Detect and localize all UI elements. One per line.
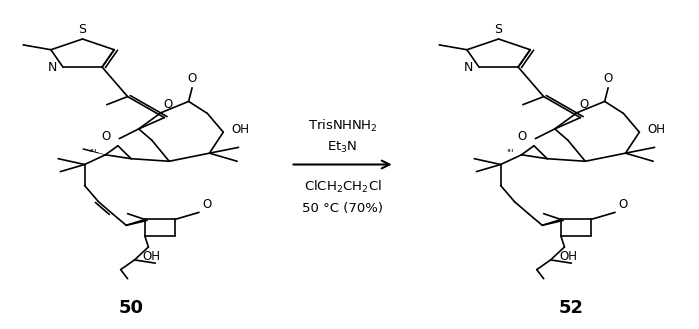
- Text: O: O: [102, 130, 111, 142]
- Text: N: N: [48, 61, 57, 74]
- Text: ''': ''': [505, 148, 513, 159]
- Text: S: S: [78, 23, 87, 37]
- Text: O: O: [603, 72, 613, 85]
- Text: ClCH$_2$CH$_2$Cl: ClCH$_2$CH$_2$Cl: [303, 179, 382, 195]
- Text: O: O: [518, 130, 527, 142]
- Text: 52: 52: [559, 299, 584, 317]
- Text: 50 °C (70%): 50 °C (70%): [302, 202, 383, 215]
- Text: S: S: [495, 23, 503, 37]
- Text: O: O: [187, 72, 196, 85]
- Text: OH: OH: [559, 250, 577, 263]
- Text: Et$_3$N: Et$_3$N: [327, 140, 358, 155]
- Text: 50: 50: [119, 299, 143, 317]
- Text: O: O: [164, 98, 173, 111]
- Text: O: O: [619, 198, 628, 211]
- Text: O: O: [579, 98, 589, 111]
- Text: OH: OH: [143, 250, 161, 263]
- Text: OH: OH: [648, 123, 665, 136]
- Text: OH: OH: [231, 123, 250, 136]
- Text: ''': ''': [89, 148, 97, 159]
- Text: O: O: [203, 198, 212, 211]
- Text: N: N: [464, 61, 473, 74]
- Text: TrisNHNH$_2$: TrisNHNH$_2$: [308, 118, 377, 134]
